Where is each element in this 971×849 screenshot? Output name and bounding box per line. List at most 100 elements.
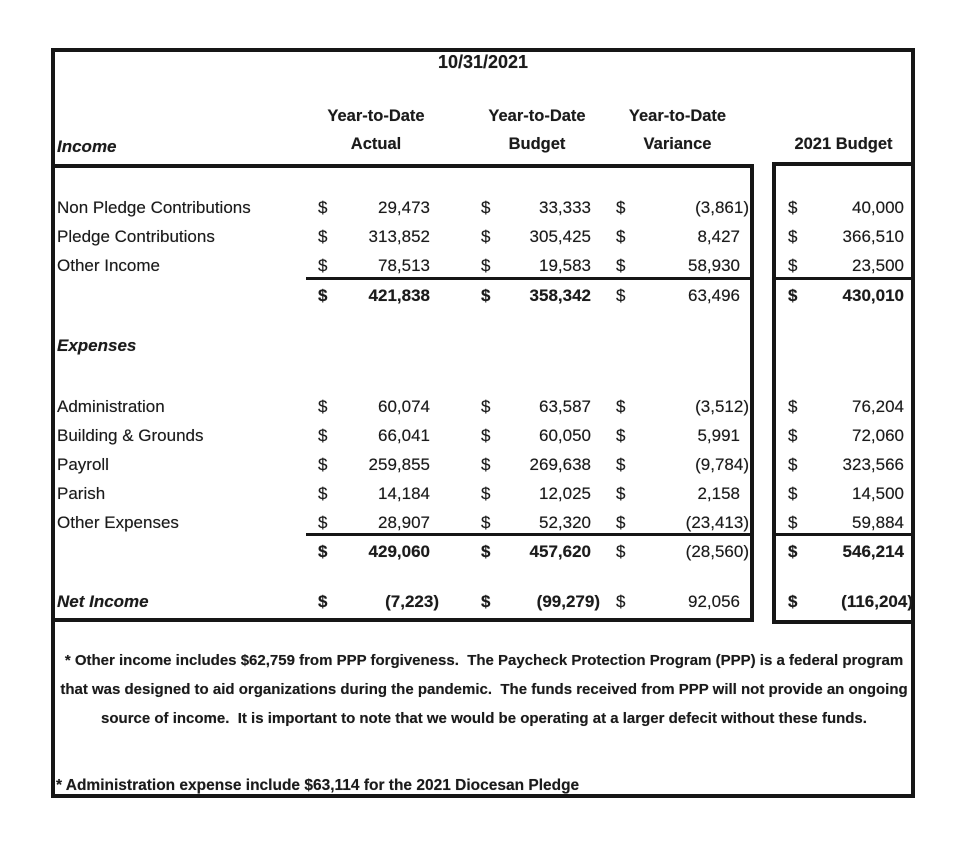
- col-header-ytd-budget: Year-to-Date Budget: [467, 102, 607, 158]
- annual-budget-label: 2021 Budget: [794, 135, 893, 153]
- annual-budget-amount: $40,000: [788, 193, 904, 222]
- income-row-pledge: Pledge Contributions $313,852 $305,425 $…: [51, 222, 915, 251]
- dollar-sign: $: [481, 227, 491, 246]
- dollar-sign: $: [788, 484, 798, 503]
- dollar-sign: $: [788, 513, 798, 532]
- budget-label: Budget: [508, 135, 566, 153]
- dollar-sign: $: [318, 542, 328, 561]
- dollar-sign: $: [788, 198, 798, 217]
- footnote-diocesan-pledge: * Administration expense include $63,114…: [56, 777, 580, 794]
- expense-row-parish: Parish $14,184 $12,025 $2,158 $14,500: [51, 479, 915, 508]
- ytd-label: Year-to-Date: [488, 107, 586, 125]
- variance-label: Variance: [643, 135, 712, 153]
- dollar-sign: $: [616, 513, 626, 532]
- ytd-actual-amount: $66,041: [318, 421, 430, 450]
- ytd-variance-amount: $ (9,784): [616, 450, 749, 479]
- ytd-budget-amount: $305,425: [481, 222, 591, 251]
- net-income-label: Net Income: [57, 592, 149, 611]
- col-header-ytd-variance: Year-to-Date Variance: [605, 102, 750, 158]
- col-header-ytd-actual: Year-to-Date Actual: [306, 102, 446, 158]
- dollar-sign: $: [318, 286, 328, 305]
- annual-budget-total: $430,010: [788, 281, 904, 310]
- dollar-sign: $: [481, 513, 491, 532]
- annual-budget-net: $ (116,204): [788, 587, 913, 616]
- expenses-section-label: Expenses: [57, 336, 137, 355]
- expense-row-building-grounds: Building & Grounds $66,041 $60,050 $5,99…: [51, 421, 915, 450]
- ytd-label: Year-to-Date: [327, 107, 425, 125]
- ytd-variance-amount: $5,991: [616, 421, 740, 450]
- dollar-sign: $: [616, 397, 626, 416]
- ytd-actual-total: $421,838: [318, 281, 430, 310]
- dollar-sign: $: [616, 227, 626, 246]
- ytd-variance-total: $63,496: [616, 281, 740, 310]
- net-income-row: Net Income $ (7,223) $ (99,279) $92,056 $(…: [51, 587, 915, 616]
- ytd-variance-total: $ (28,560): [616, 537, 749, 566]
- dollar-sign: $: [481, 198, 491, 217]
- dollar-sign: $: [318, 397, 328, 416]
- row-label: Administration: [57, 397, 165, 416]
- dollar-sign: $: [616, 592, 626, 611]
- dollar-sign: $: [788, 227, 798, 246]
- ytd-actual-amount: $60,074: [318, 392, 430, 421]
- ytd-actual-amount: $259,855: [318, 450, 430, 479]
- ytd-budget-amount: $269,638: [481, 450, 591, 479]
- ytd-variance-amount: $8,427: [616, 222, 740, 251]
- ytd-actual-net: $ (7,223): [318, 587, 439, 616]
- dollar-sign: $: [481, 426, 491, 445]
- dollar-sign: $: [318, 455, 328, 474]
- annual-income-subtotal-rule: [772, 277, 915, 280]
- dollar-sign: $: [788, 286, 798, 305]
- dollar-sign: $: [318, 227, 328, 246]
- income-section-label: Income: [57, 137, 117, 156]
- annual-budget-box: [772, 162, 915, 624]
- ytd-budget-net: $ (99,279): [481, 587, 600, 616]
- ytd-variance-amount: $ (23,413): [616, 508, 749, 537]
- row-label: Other Expenses: [57, 513, 179, 532]
- ytd-actual-amount: $29,473: [318, 193, 430, 222]
- dollar-sign: $: [481, 592, 491, 611]
- ytd-budget-amount: $52,320: [481, 508, 591, 537]
- annual-budget-amount: $23,500: [788, 251, 904, 280]
- row-label: Other Income: [57, 256, 160, 275]
- row-label: Parish: [57, 484, 106, 503]
- ytd-actual-amount: $78,513: [318, 251, 430, 280]
- dollar-sign: $: [318, 198, 328, 217]
- ytd-budget-amount: $19,583: [481, 251, 591, 280]
- dollar-sign: $: [318, 484, 328, 503]
- ytd-actual-amount: $28,907: [318, 508, 430, 537]
- ytd-actual-amount: $313,852: [318, 222, 430, 251]
- row-label: Pledge Contributions: [57, 227, 215, 246]
- dollar-sign: $: [481, 484, 491, 503]
- row-label: Payroll: [57, 455, 109, 474]
- col-header-annual-budget: 2021 Budget: [772, 130, 915, 158]
- dollar-sign: $: [481, 256, 491, 275]
- ytd-data-box: [51, 164, 754, 622]
- dollar-sign: $: [788, 256, 798, 275]
- expense-row-administration: Administration $60,074 $63,587 $ (3,512) …: [51, 392, 915, 421]
- dollar-sign: $: [318, 592, 328, 611]
- ytd-budget-amount: $12,025: [481, 479, 591, 508]
- ytd-actual-total: $429,060: [318, 537, 430, 566]
- ytd-budget-amount: $60,050: [481, 421, 591, 450]
- annual-budget-total: $546,214: [788, 537, 904, 566]
- ytd-budget-amount: $63,587: [481, 392, 591, 421]
- row-label: Building & Grounds: [57, 426, 204, 445]
- dollar-sign: $: [318, 256, 328, 275]
- ytd-variance-amount: $ (3,512): [616, 392, 749, 421]
- income-total-row: $421,838 $358,342 $63,496 $430,010: [51, 281, 915, 310]
- annual-budget-amount: $72,060: [788, 421, 904, 450]
- annual-budget-amount: $323,566: [788, 450, 904, 479]
- dollar-sign: $: [616, 256, 626, 275]
- ytd-variance-amount: $2,158: [616, 479, 740, 508]
- annual-expense-subtotal-rule: [772, 533, 915, 536]
- actual-label: Actual: [350, 135, 402, 153]
- dollar-sign: $: [616, 198, 626, 217]
- dollar-sign: $: [481, 286, 491, 305]
- dollar-sign: $: [481, 397, 491, 416]
- income-subtotal-rule: [306, 277, 750, 280]
- ytd-variance-amount: $58,930: [616, 251, 740, 280]
- dollar-sign: $: [481, 455, 491, 474]
- dollar-sign: $: [318, 426, 328, 445]
- expense-subtotal-rule: [306, 533, 750, 536]
